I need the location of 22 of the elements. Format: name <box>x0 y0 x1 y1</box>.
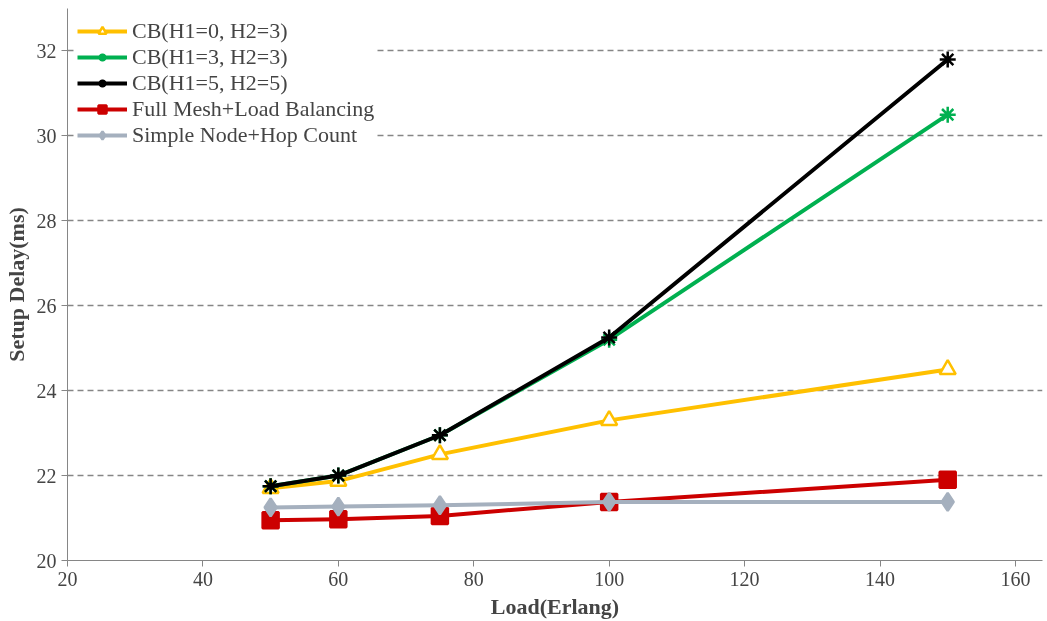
y-tick-label: 26 <box>36 294 57 317</box>
y-tick-label: 24 <box>36 379 57 402</box>
y-tick-label: 20 <box>36 549 57 572</box>
y-tick-label: 32 <box>36 39 57 62</box>
x-tick-label: 120 <box>729 567 760 590</box>
x-tick-label: 40 <box>192 567 213 590</box>
x-tick-label: 20 <box>57 567 78 590</box>
legend-label: CB(H1=0, H2=3) <box>132 18 288 44</box>
y-tick-label: 22 <box>36 464 57 487</box>
x-tick-label: 140 <box>865 567 895 590</box>
x-tick-label: 160 <box>1000 567 1031 590</box>
x-tick-label: 100 <box>594 567 625 590</box>
y-tick-label: 30 <box>36 124 57 147</box>
x-tick-label: 80 <box>463 567 484 590</box>
y-tick-label: 28 <box>36 209 57 232</box>
legend-label: CB(H1=5, H2=5) <box>132 70 288 96</box>
legend-label: CB(H1=3, H2=3) <box>132 44 288 70</box>
x-tick-label: 60 <box>328 567 349 590</box>
x-axis-title: Load(Erlang) <box>490 593 620 619</box>
legend-label: Simple Node+Hop Count <box>132 122 358 148</box>
y-axis-title: Setup Delay(ms) <box>3 207 29 362</box>
legend-label: Full Mesh+Load Balancing <box>132 96 375 122</box>
